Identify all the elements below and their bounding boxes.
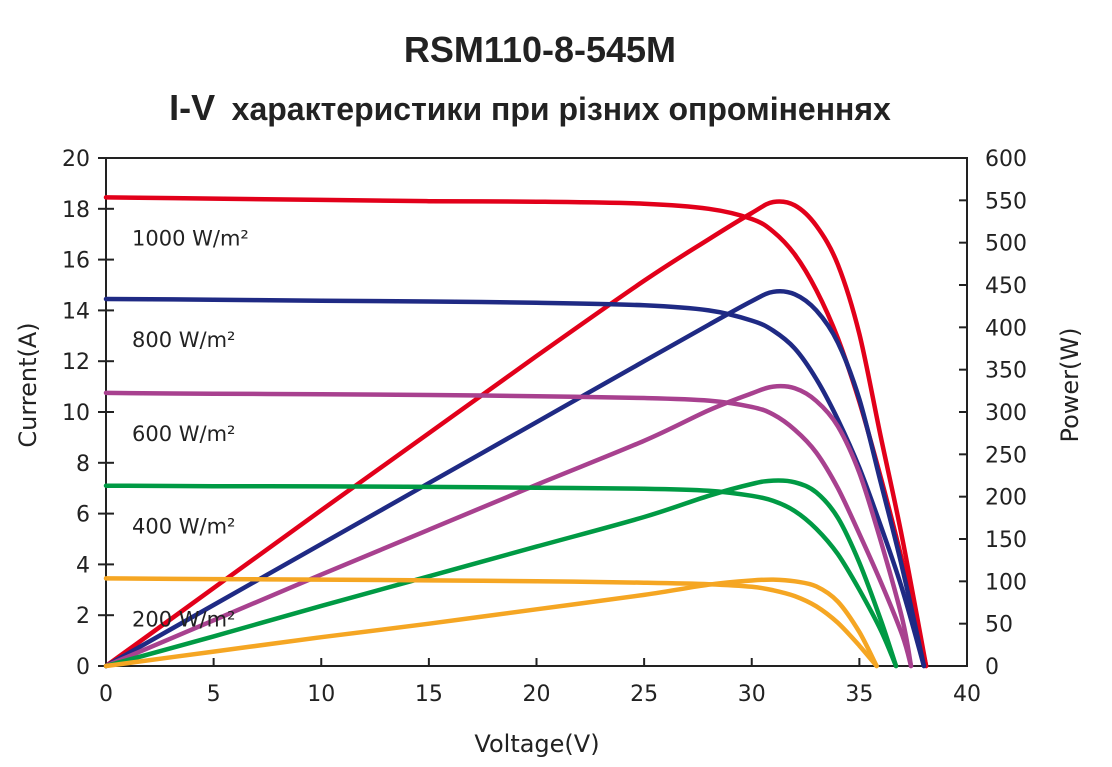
y-right-tick-label: 250 (985, 443, 1027, 468)
y-right-tick-label: 100 (985, 570, 1027, 595)
iv-curve-2 (103, 390, 914, 669)
y-left-tick-label: 20 (62, 147, 90, 172)
iv-curve-4 (103, 576, 879, 669)
y-left-tick-label: 16 (62, 249, 90, 274)
irradiance-labels: 1000 W/m² 800 W/m² 600 W/m² 400 W/m² 200 W/m… (132, 226, 249, 631)
iv-curve-3 (103, 483, 899, 669)
x-tick-label: 5 (207, 682, 221, 707)
y-right-tick-label: 350 (985, 359, 1027, 384)
x-tick-label: 10 (307, 682, 335, 707)
x-tick-label: 20 (523, 682, 551, 707)
pv-curve-4 (103, 577, 879, 669)
y-right-tick-label: 0 (985, 655, 999, 680)
ticks: 0 5 10 15 20 25 30 35 40024681012141618200501001… (62, 147, 1027, 707)
y-right-tick-label: 300 (985, 401, 1027, 426)
y-right-tick-label: 50 (985, 613, 1013, 638)
irradiance-label-2: 600 W/m² (132, 422, 235, 446)
y-right-tick-label: 150 (985, 528, 1027, 553)
pv-curve-1 (103, 288, 927, 669)
y-left-tick-label: 10 (62, 401, 90, 426)
irradiance-label-4: 200 W/m² (132, 607, 235, 631)
pv-curve-3 (103, 478, 899, 669)
chart-subtitle-prefix: I-V (169, 87, 215, 128)
chart-title: RSM110-8-545M (404, 29, 676, 70)
x-tick-label: 30 (738, 682, 766, 707)
y-left-tick-label: 0 (76, 655, 90, 680)
curves (103, 195, 929, 669)
y-right-tick-label: 550 (985, 189, 1027, 214)
iv-curve-1 (103, 296, 927, 669)
y-left-tick-label: 6 (76, 503, 90, 528)
y-right-tick-label: 200 (985, 486, 1027, 511)
irradiance-label-0: 1000 W/m² (132, 226, 249, 250)
y-right-tick-label: 450 (985, 274, 1027, 299)
y-axis-label-right: Power(W) (1056, 327, 1084, 442)
y-left-tick-label: 8 (76, 452, 90, 477)
x-tick-label: 35 (845, 682, 873, 707)
y-right-tick-label: 400 (985, 316, 1027, 341)
y-right-tick-label: 600 (985, 147, 1027, 172)
irradiance-label-3: 400 W/m² (132, 515, 235, 539)
x-tick-label: 25 (630, 682, 658, 707)
y-left-tick-label: 12 (62, 350, 90, 375)
irradiance-label-1: 800 W/m² (132, 328, 235, 352)
x-tick-label: 0 (99, 682, 113, 707)
y-left-tick-label: 4 (76, 553, 90, 578)
y-left-tick-label: 14 (62, 299, 90, 324)
x-tick-label: 40 (953, 682, 981, 707)
pv-curve-2 (103, 383, 914, 669)
y-right-tick-label: 500 (985, 232, 1027, 257)
y-axis-label-left: Current(A) (14, 322, 42, 447)
y-left-tick-label: 18 (62, 198, 90, 223)
x-axis-label: Voltage(V) (474, 730, 599, 758)
x-tick-label: 15 (415, 682, 443, 707)
chart-subtitle-text: характеристики при різних опроміненнях (232, 91, 891, 127)
y-left-tick-label: 2 (76, 604, 90, 629)
pv-curve-0 (103, 199, 929, 669)
chart-subtitle: I-V характеристики при різних опроміненн… (169, 87, 891, 128)
